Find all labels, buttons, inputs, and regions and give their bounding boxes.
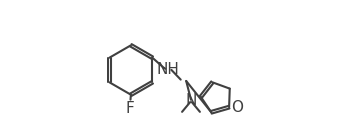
- Text: O: O: [231, 100, 243, 115]
- Text: N: N: [185, 93, 197, 108]
- Text: NH: NH: [157, 62, 180, 77]
- Text: F: F: [126, 101, 134, 116]
